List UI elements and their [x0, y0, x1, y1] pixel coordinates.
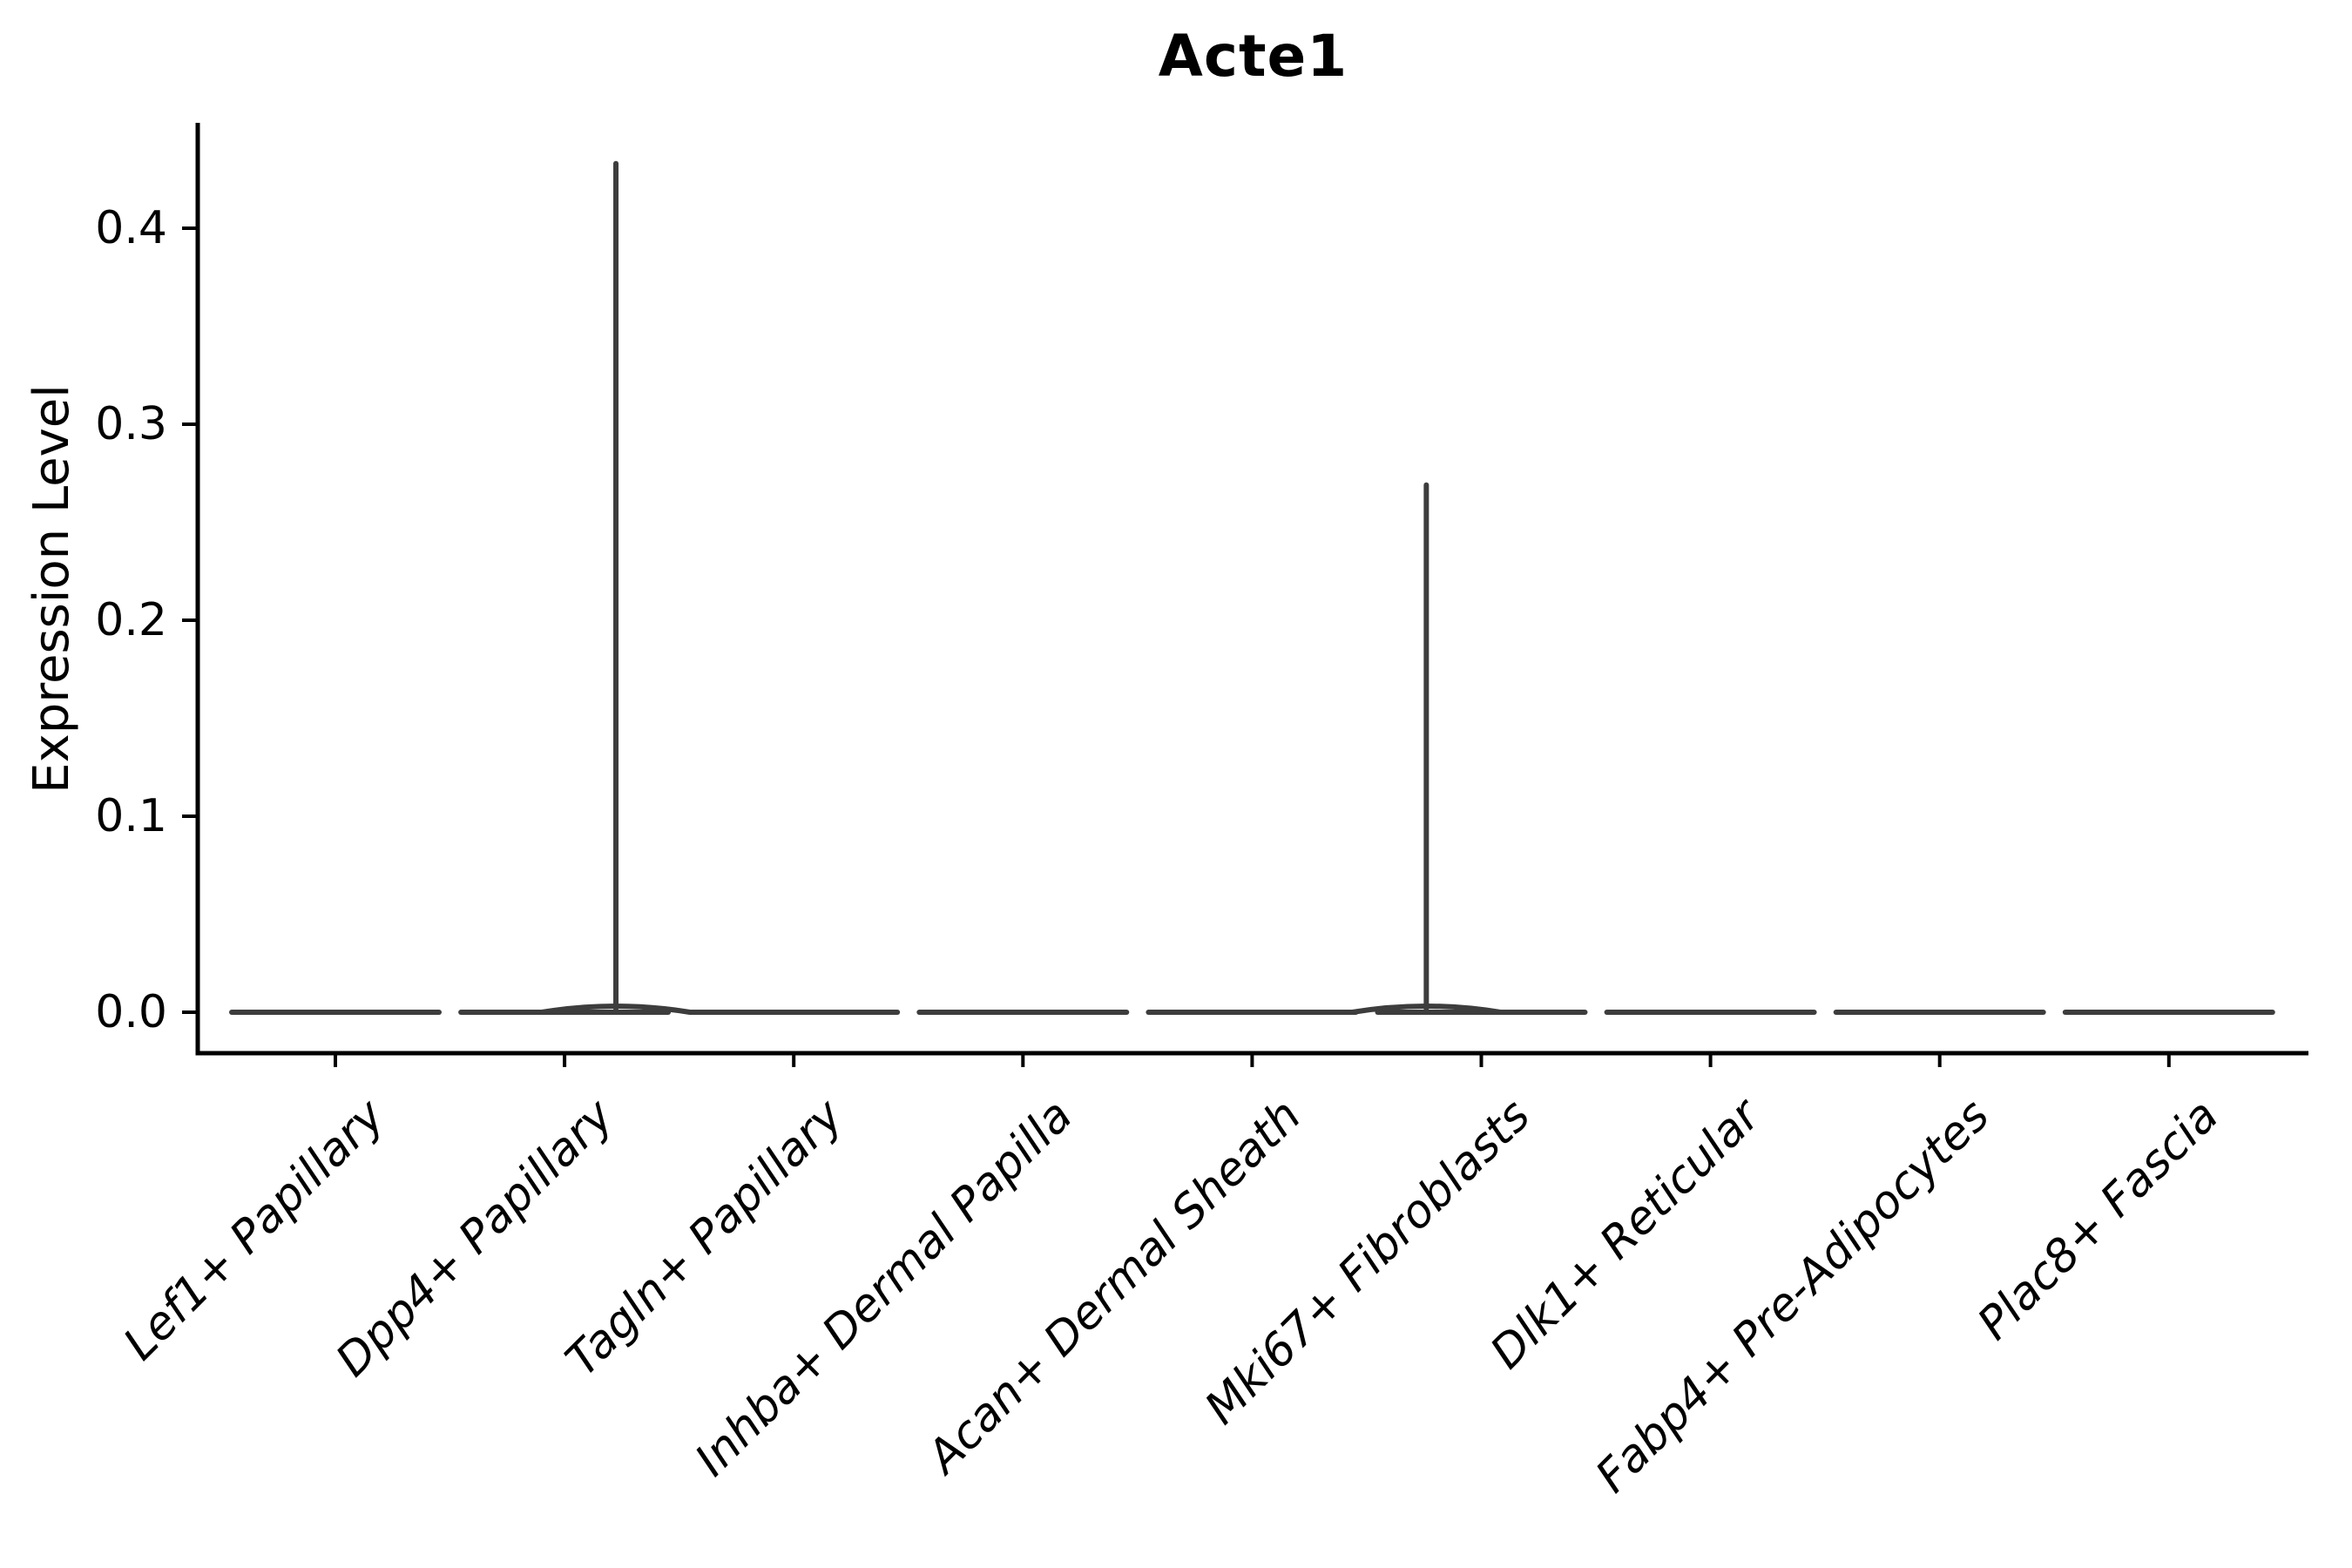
- y-tick-label: 0.3: [95, 398, 167, 450]
- y-tick-label: 0.4: [95, 202, 167, 254]
- chart-title: Acte1: [1158, 23, 1348, 90]
- y-tick-label: 0.0: [95, 986, 167, 1038]
- y-tick-label: 0.2: [95, 594, 167, 646]
- y-tick-label: 0.1: [95, 790, 167, 842]
